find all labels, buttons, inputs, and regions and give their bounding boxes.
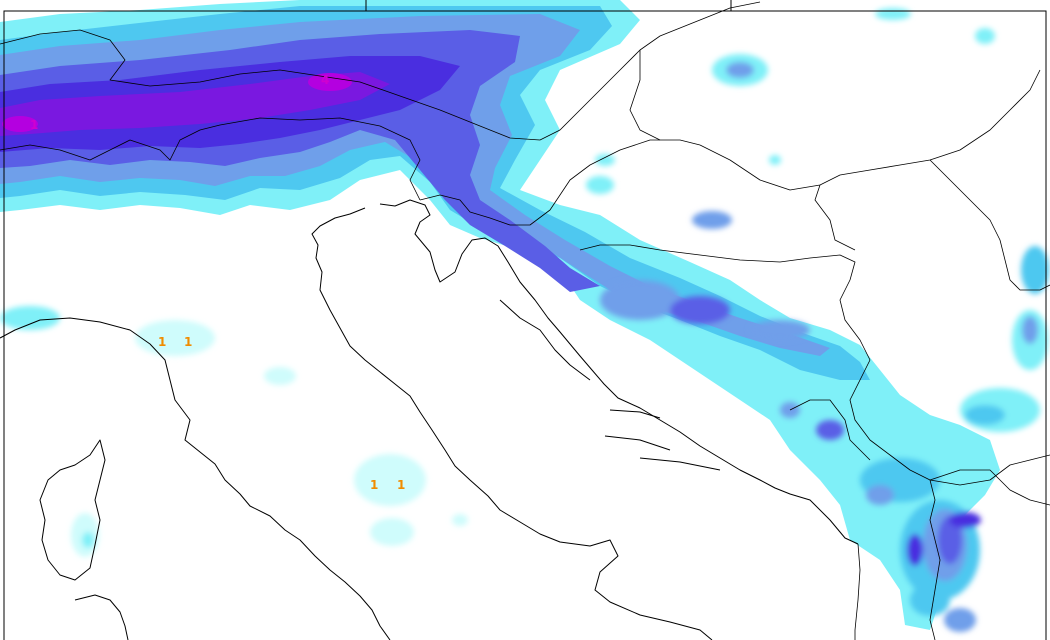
- border-alps-north: [0, 1, 761, 141]
- value-labels: 1 1 1 1 4 1: [30, 73, 405, 492]
- value-label-central-a: 1: [370, 478, 378, 492]
- precip-core-alps-east: [308, 73, 352, 91]
- border-croatia-bosnia: [579, 244, 871, 361]
- coast-corsica: [39, 439, 106, 581]
- border-albania: [854, 479, 941, 640]
- value-label-tyrrhenian-a: 1: [158, 335, 166, 349]
- border-hungary-croatia: [699, 69, 1041, 191]
- value-label-alps-east: 4: [321, 73, 329, 87]
- border-eastern: [929, 159, 1050, 291]
- coast-italy-west: [311, 207, 713, 640]
- precip-core-alps-west: [2, 116, 38, 132]
- map-frame: [3, 10, 1047, 640]
- value-label-alps-west: 1: [30, 118, 38, 132]
- precip-band-alps-purple: [0, 72, 390, 136]
- coast-sardinia: [74, 594, 129, 640]
- border-swiss-italy: [0, 117, 421, 201]
- coast-dalmatian-islands: [499, 299, 721, 471]
- precip-scattered-cells: [0, 8, 1049, 632]
- border-austria-hungary: [629, 50, 661, 141]
- coast-northern-adriatic: [379, 199, 859, 545]
- border-greece-macedonia: [929, 469, 1050, 506]
- value-label-tyrrhenian-b: 1: [184, 335, 192, 349]
- value-label-central-b: 1: [397, 478, 405, 492]
- coast-italy-tyrrhenian: [0, 317, 391, 640]
- border-slovenia: [419, 139, 701, 226]
- border-montenegro: [789, 399, 871, 461]
- coastlines: [0, 199, 859, 640]
- border-serbia: [814, 184, 1050, 486]
